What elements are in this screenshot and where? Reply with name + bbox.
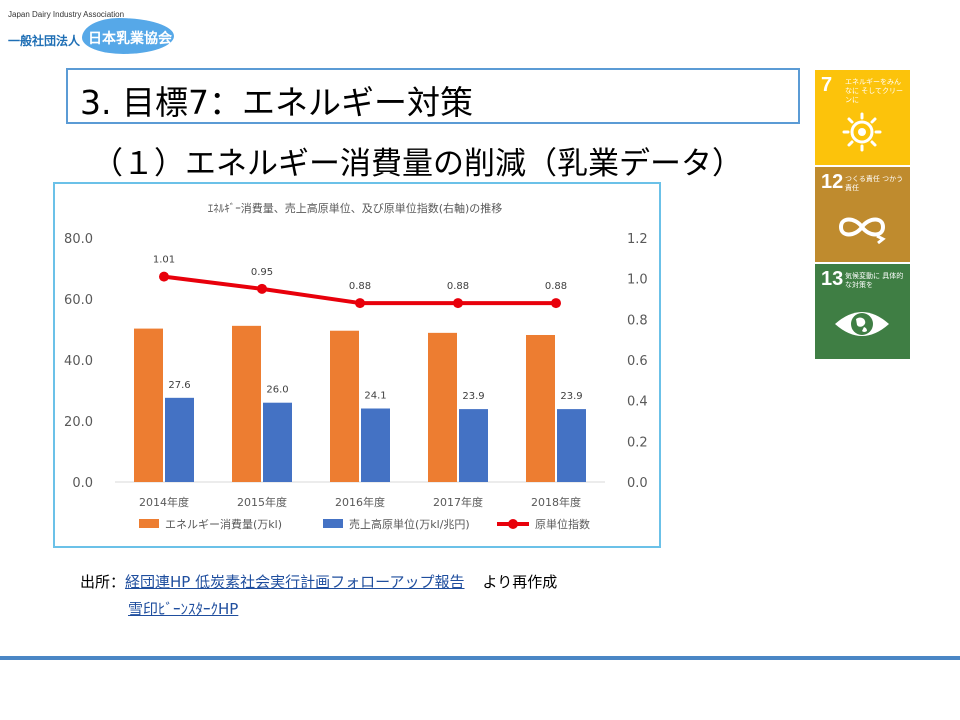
point-intensity-index (453, 298, 463, 309)
data-label-sales-intensity: 23.9 (462, 391, 484, 402)
x-tick-label: 2016年度 (335, 495, 385, 509)
sdg-number: 7 (821, 74, 833, 96)
slide-title-box: 3. 目標7：エネルギー対策 (66, 68, 800, 124)
legend-swatch-energy (139, 519, 159, 528)
org-name: 日本乳業協会 (88, 31, 172, 47)
data-label-sales-intensity: 26.0 (266, 385, 288, 396)
sdg-label: つくる責任 つかう責任 (845, 175, 904, 192)
y-right-tick-label: 1.0 (627, 273, 648, 288)
sdg-13-tile: 13 気候変動に 具体的な対策を (815, 264, 910, 359)
data-label-intensity-index: 0.88 (349, 281, 371, 292)
point-intensity-index (159, 271, 169, 282)
sdg-7-tile: 7 エネルギーをみんなに そしてクリーンに (815, 70, 910, 165)
y-right-tick-label: 1.2 (627, 232, 648, 247)
chart-frame: ｴﾈﾙｷﾞｰ消費量、売上高原単位、及び原単位指数(右軸)の推移 0.0 20.0 4… (53, 182, 661, 548)
bottom-rule (0, 656, 960, 660)
bar-energy-consumption (232, 325, 261, 482)
energy-chart: ｴﾈﾙｷﾞｰ消費量、売上高原単位、及び原単位指数(右軸)の推移 0.0 20.0 4… (64, 201, 648, 531)
y-left-tick-label: 60.0 (64, 293, 93, 308)
data-label-intensity-index: 0.88 (447, 281, 469, 292)
bar-energy-consumption (330, 330, 359, 482)
y-right-tick-label: 0.2 (627, 435, 648, 450)
y-right-tick-label: 0.6 (627, 354, 648, 369)
bar-energy-consumption (428, 332, 457, 482)
y-left-tick-label: 80.0 (64, 232, 93, 247)
bar-sales-intensity (459, 409, 488, 482)
point-intensity-index (355, 298, 365, 309)
y-right-tick-label: 0.8 (627, 313, 648, 328)
logo-blob (82, 18, 174, 54)
org-type-label: 一般社団法人 (8, 34, 81, 48)
data-label-intensity-index: 0.95 (251, 267, 273, 278)
x-tick-label: 2018年度 (531, 495, 581, 509)
earth-eye-icon (835, 312, 889, 336)
source-line-2: 雪印ﾋﾞｰﾝｽﾀｰｸHP (128, 598, 238, 619)
data-label-intensity-index: 0.88 (545, 281, 567, 292)
data-label-intensity-index: 1.01 (153, 255, 175, 266)
y-left-tick-label: 40.0 (64, 354, 93, 369)
legend-label-sales: 売上高原単位(万kl/兆円) (349, 517, 470, 531)
legend-marker-index (508, 519, 518, 529)
sdg-label: エネルギーをみんなに そしてクリーンに (845, 78, 904, 104)
bar-sales-intensity (557, 409, 586, 482)
slide-subtitle: （１）エネルギー消費量の削減（乳業データ） (92, 146, 743, 182)
bar-sales-intensity (263, 402, 292, 482)
sun-icon (842, 112, 882, 152)
slide-title: 3. 目標7：エネルギー対策 (80, 83, 473, 122)
infinity-icon (838, 217, 886, 245)
x-tick-label: 2014年度 (139, 495, 189, 509)
point-intensity-index (257, 283, 267, 294)
bar-energy-consumption (526, 334, 555, 482)
legend-label-index: 原単位指数 (535, 517, 590, 531)
x-tick-label: 2015年度 (237, 495, 287, 509)
sdg-12-tile: 12 つくる責任 つかう責任 (815, 167, 910, 262)
y-left-tick-label: 20.0 (64, 415, 93, 430)
source-link-snow-brand[interactable]: 雪印ﾋﾞｰﾝｽﾀｰｸHP (128, 600, 239, 618)
bar-sales-intensity (361, 408, 390, 482)
source-line: 出所：経団連HP 低炭素社会実行計画フォローアップ報告 より再作成 (80, 571, 557, 592)
x-tick-label: 2017年度 (433, 495, 483, 509)
chart-title: ｴﾈﾙｷﾞｰ消費量、売上高原単位、及び原単位指数(右軸)の推移 (208, 201, 503, 215)
data-label-sales-intensity: 27.6 (168, 380, 190, 391)
bar-energy-consumption (134, 328, 163, 482)
data-label-sales-intensity: 24.1 (364, 390, 386, 401)
point-intensity-index (551, 298, 561, 309)
source-prefix: 出所： (80, 573, 126, 591)
source-link-keidanren[interactable]: 経団連HP 低炭素社会実行計画フォローアップ報告 (125, 573, 465, 591)
data-label-sales-intensity: 23.9 (560, 391, 582, 402)
legend-swatch-sales (323, 519, 343, 528)
org-english-name: Japan Dairy Industry Association (8, 10, 125, 19)
sdg-number: 12 (821, 171, 844, 193)
association-logo: Japan Dairy Industry Association 一般社団法人 … (4, 6, 179, 56)
y-right-tick-label: 0.0 (627, 476, 648, 491)
y-left-tick-label: 0.0 (72, 476, 93, 491)
legend-label-energy: エネルギー消費量(万kl) (165, 517, 282, 531)
bar-sales-intensity (165, 397, 194, 482)
y-right-tick-label: 0.4 (627, 395, 648, 410)
sdg-number: 13 (821, 268, 844, 290)
sdg-label: 気候変動に 具体的な対策を (845, 272, 904, 289)
source-suffix: より再作成 (482, 573, 558, 591)
